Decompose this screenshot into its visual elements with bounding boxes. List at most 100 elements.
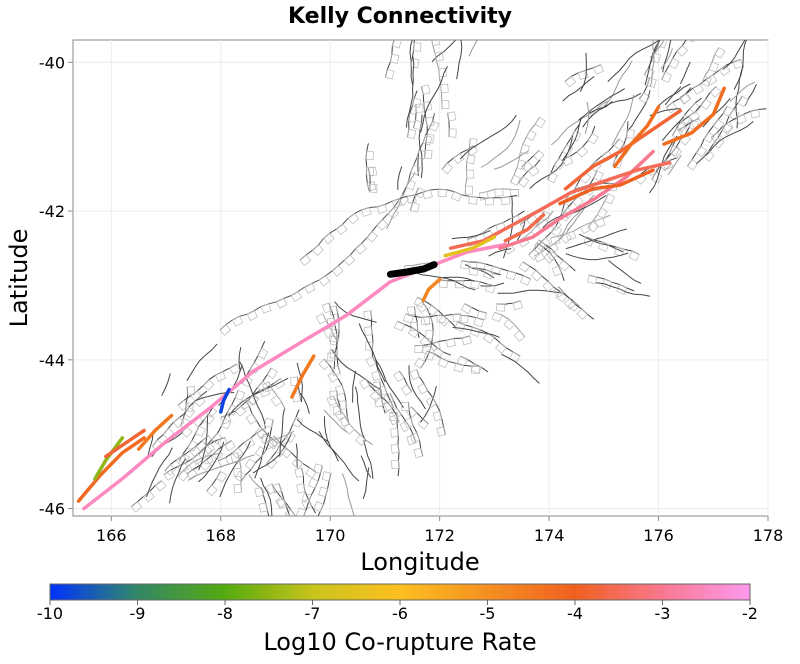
- fault-plane: [201, 435, 214, 447]
- fault-plane: [461, 335, 472, 346]
- fault-trace: [722, 40, 746, 70]
- fault-plane: [329, 349, 338, 359]
- fault-plane: [593, 170, 604, 182]
- fault-plane: [265, 483, 277, 495]
- fault-trace: [360, 455, 372, 478]
- fault-plane: [365, 150, 375, 161]
- fault-trace: [244, 399, 279, 445]
- fault-trace: [649, 40, 655, 87]
- fault-trace: [161, 373, 171, 396]
- fault-trace: [561, 117, 582, 161]
- fault-plane: [270, 395, 283, 407]
- fault-trace: [418, 114, 423, 179]
- fault-trace: [219, 440, 251, 498]
- fault-plane: [534, 116, 546, 129]
- fault-plane: [525, 129, 537, 142]
- colorbar: [49, 583, 751, 601]
- fault-trace: [503, 195, 514, 259]
- fault-plane: [295, 507, 307, 516]
- fault-trace: [667, 154, 682, 176]
- fault-plane: [533, 251, 546, 263]
- y-tick-label: -40: [39, 53, 65, 72]
- fault-plane: [216, 471, 227, 483]
- fault-trace: [565, 252, 629, 261]
- fault-trace: [443, 276, 475, 282]
- fault-trace: [516, 217, 526, 241]
- fault-plane: [577, 69, 589, 80]
- fault-plane: [460, 303, 473, 315]
- fault-trace: [260, 477, 273, 516]
- fault-plane: [247, 394, 259, 406]
- fault-trace: [439, 279, 496, 287]
- fault-plane: [441, 162, 454, 175]
- fault-plane: [661, 71, 672, 83]
- x-axis-ticks: 166 168 170 172 174 176 178: [96, 516, 783, 545]
- fault-plane: [455, 280, 465, 289]
- fault-plane: [202, 379, 215, 391]
- fault-plane: [246, 310, 258, 321]
- fault-trace: [562, 76, 595, 102]
- fault-plane: [409, 369, 420, 380]
- colorbar-tick-label: -10: [37, 604, 63, 623]
- fault-plane: [669, 145, 680, 157]
- x-tick-label: 166: [96, 526, 127, 545]
- fault-plane: [437, 188, 447, 197]
- fault-plane: [271, 483, 282, 494]
- fault-plane: [394, 320, 406, 332]
- fault-plane: [369, 390, 382, 403]
- fault-plane: [268, 435, 280, 448]
- fault-plane: [376, 219, 389, 231]
- fault-plane: [576, 308, 588, 320]
- fault-plane: [564, 298, 576, 310]
- fault-plane: [233, 483, 242, 494]
- fault-plane: [189, 445, 201, 457]
- fault-plane: [355, 243, 367, 255]
- fault-plane: [469, 326, 481, 337]
- fault-trace: [542, 194, 607, 229]
- gridlines: [73, 40, 769, 516]
- fault-plane: [452, 152, 465, 165]
- fault-plane: [519, 275, 532, 286]
- fault-trace: [468, 40, 478, 57]
- x-tick-label: 176: [643, 526, 674, 545]
- fault-plane: [234, 389, 246, 401]
- fault-plane: [328, 305, 339, 316]
- fault-plane: [264, 417, 274, 428]
- fault-plane: [413, 42, 422, 52]
- fault-trace: [497, 289, 562, 294]
- fault-plane: [260, 303, 272, 314]
- fault-trace: [296, 362, 303, 403]
- fault-plane: [276, 498, 287, 510]
- fault-plane: [546, 248, 558, 261]
- fault-plane: [409, 202, 420, 213]
- fault-plane: [361, 207, 372, 217]
- fault-plane: [722, 105, 734, 118]
- fault-plane: [560, 232, 572, 244]
- fault-plane: [327, 371, 339, 383]
- fault-trace: [578, 88, 625, 121]
- fault-trace: [146, 447, 173, 498]
- fault-trace: [657, 83, 691, 108]
- fault-plane: [154, 480, 167, 492]
- fault-plane: [586, 274, 598, 285]
- fault-trace: [365, 378, 400, 423]
- rupture-segment: [76, 436, 146, 503]
- fault-plane: [670, 146, 683, 159]
- rupture-segment: [82, 242, 508, 511]
- fault-trace: [695, 121, 754, 165]
- fault-plane: [227, 404, 239, 416]
- fault-plane: [695, 145, 708, 158]
- fault-plane: [505, 270, 517, 281]
- fault-trace: [295, 443, 298, 468]
- fault-plane: [234, 405, 247, 417]
- fault-plane: [406, 434, 417, 446]
- fault-plane: [440, 83, 449, 94]
- fault-trace: [187, 454, 256, 481]
- fault-trace: [407, 402, 424, 457]
- fault-plane: [407, 327, 420, 339]
- fault-plane: [714, 47, 726, 59]
- fault-trace: [565, 228, 627, 250]
- colorbar-tick-label: -7: [305, 604, 321, 623]
- fault-plane: [471, 365, 480, 374]
- fault-plane: [424, 149, 433, 160]
